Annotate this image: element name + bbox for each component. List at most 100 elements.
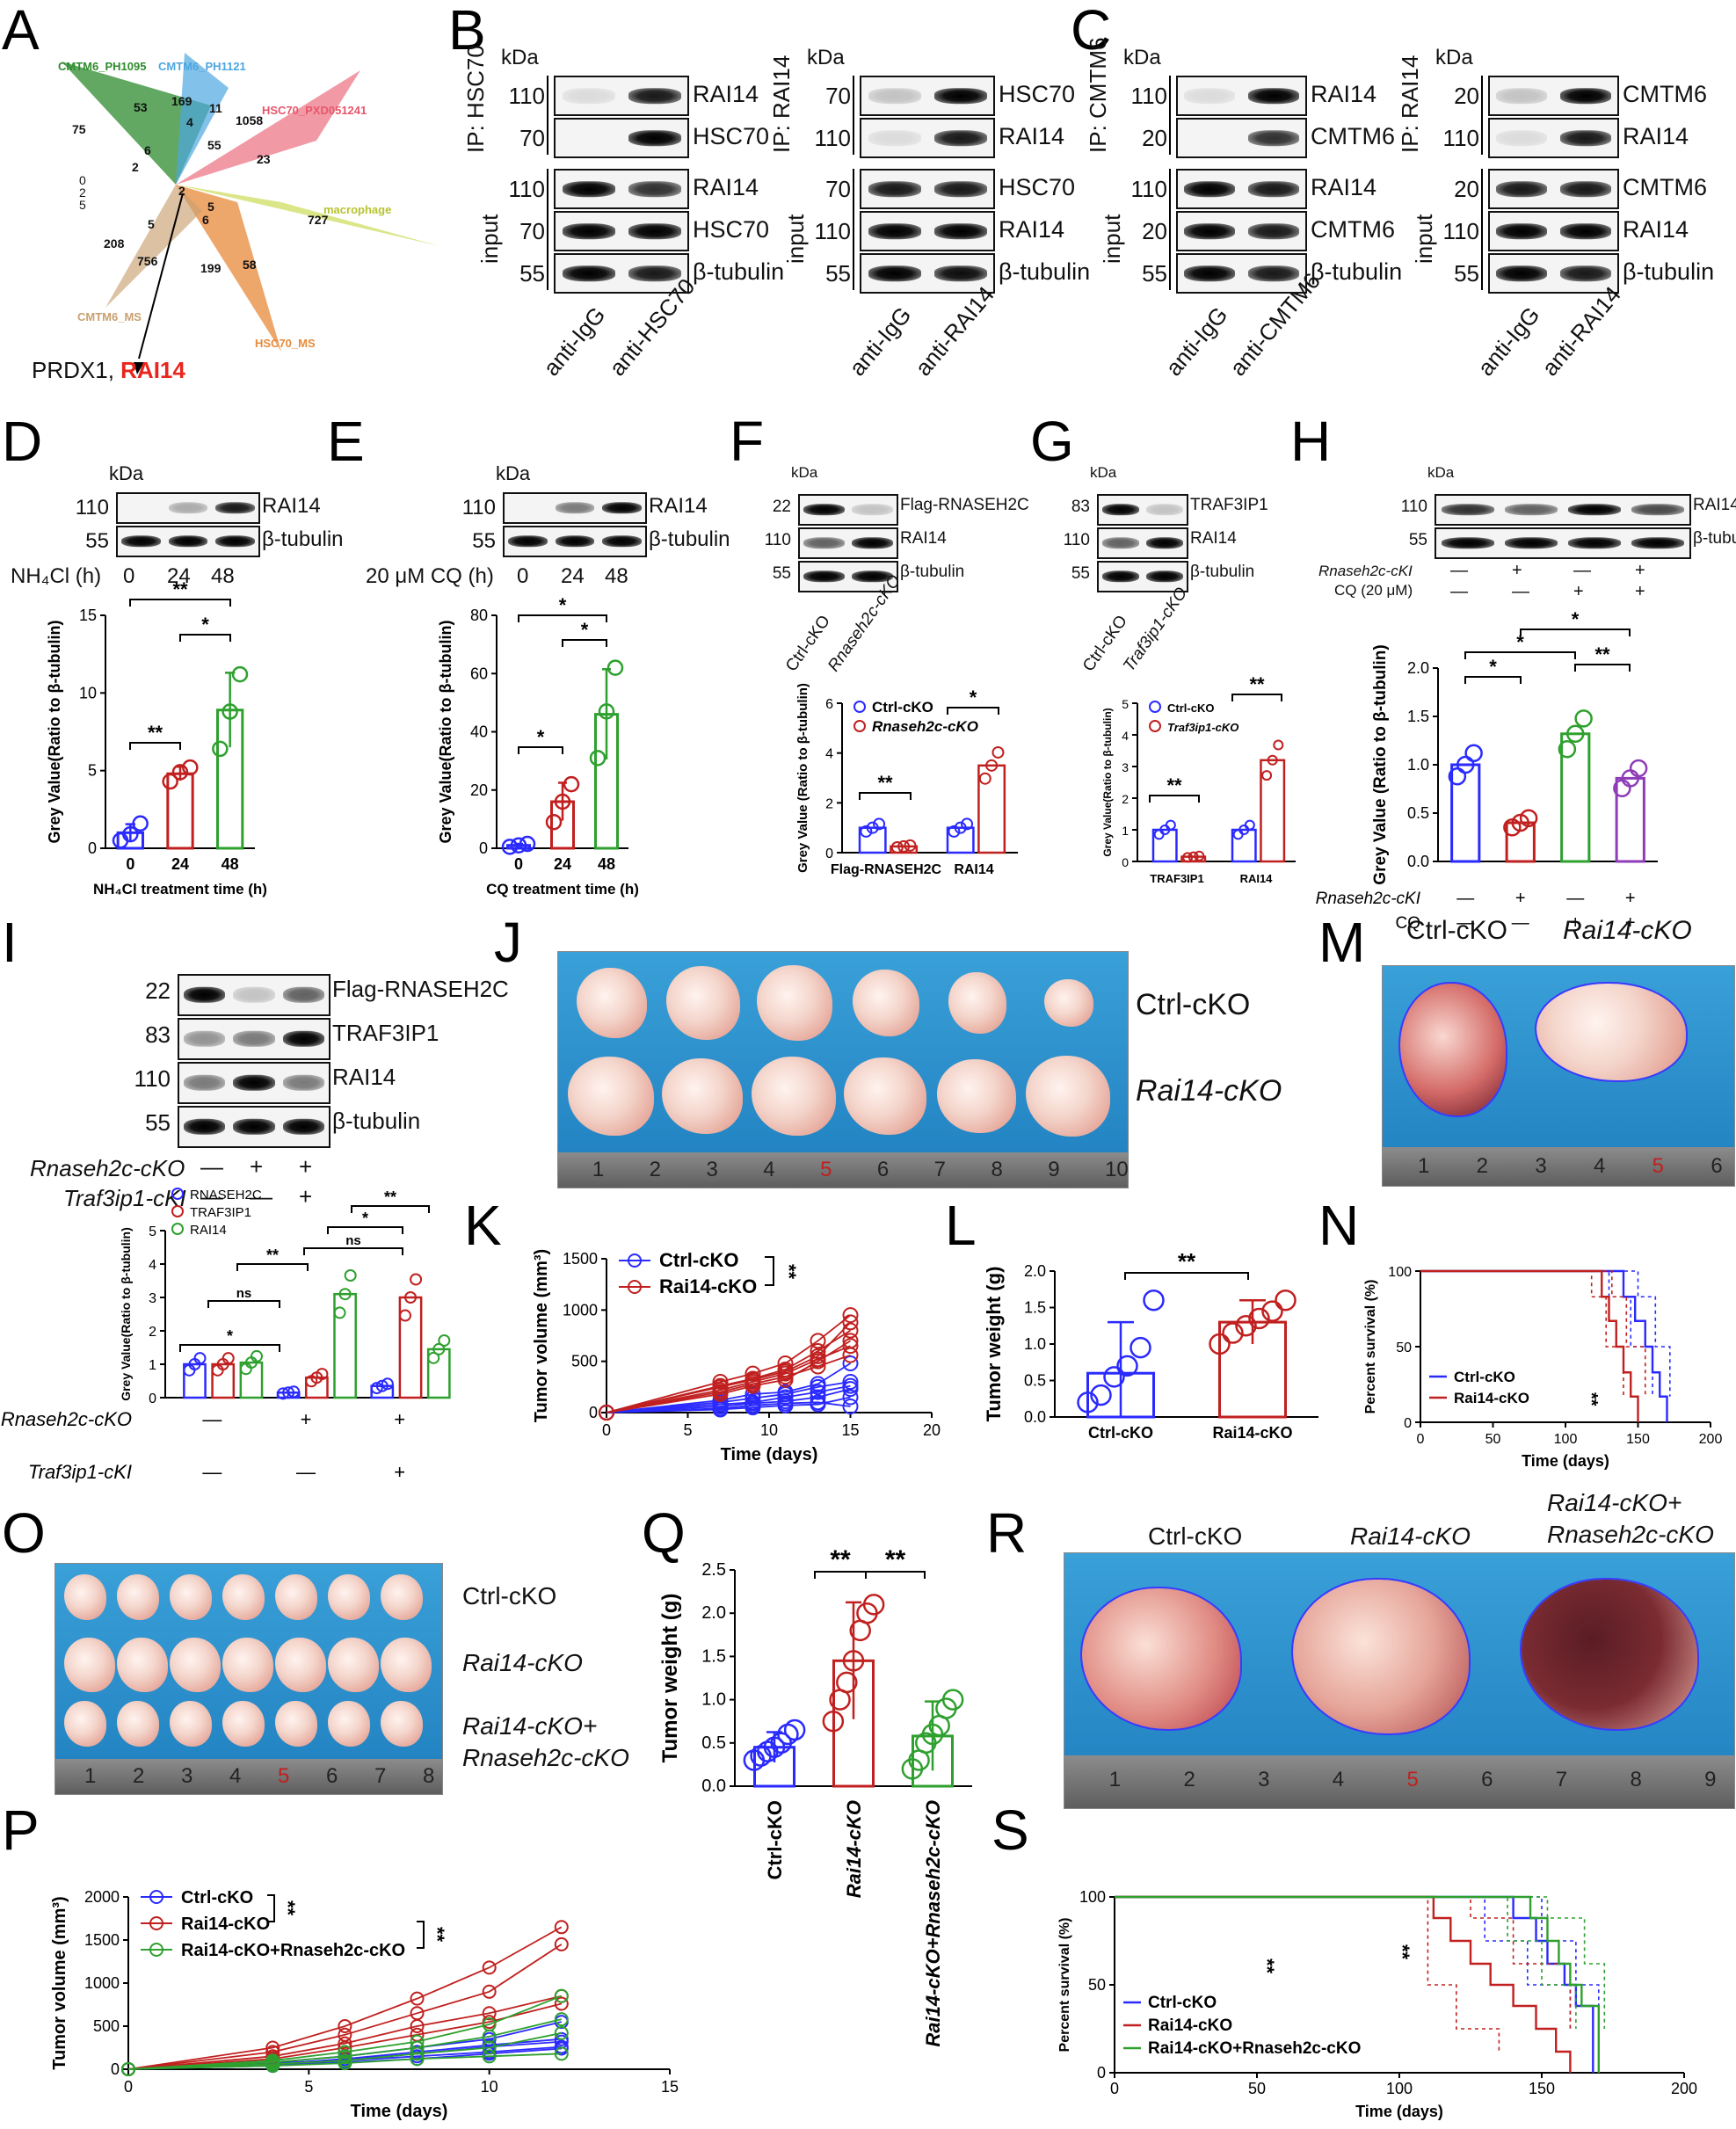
data-point bbox=[563, 775, 580, 793]
bar bbox=[166, 772, 194, 850]
data-point bbox=[333, 1306, 346, 1319]
significance-bracket bbox=[518, 746, 563, 754]
data-point bbox=[410, 1991, 425, 2006]
kda-label: kDa bbox=[501, 46, 539, 69]
blot-row-label: RAI14 bbox=[1693, 496, 1736, 514]
ruler-number: 4 bbox=[229, 1764, 242, 1788]
y-tick-label: 50 bbox=[1088, 1976, 1106, 1994]
data-point bbox=[1566, 724, 1585, 744]
venn-number: 1058 bbox=[236, 113, 263, 127]
y-tick-label: 3 bbox=[1122, 760, 1129, 774]
venn-set-cmtm6-ms bbox=[105, 185, 202, 308]
venn-set-macrophage bbox=[176, 185, 439, 246]
blot-row-label: RAI14 bbox=[1311, 81, 1377, 107]
tumor-combo bbox=[381, 1701, 423, 1747]
legend-label: Rai14-cKO bbox=[659, 1275, 757, 1297]
data-point bbox=[316, 1368, 329, 1381]
tumor-ctrl bbox=[117, 1574, 159, 1620]
data-point bbox=[501, 839, 519, 855]
blot-strip bbox=[1097, 527, 1188, 559]
protein-band bbox=[214, 535, 255, 548]
condition-sign: + bbox=[299, 1183, 313, 1210]
blot-row-label: RAI14 bbox=[999, 216, 1065, 243]
blot-row-label: HSC70 bbox=[693, 123, 770, 149]
data-point bbox=[162, 773, 178, 790]
blot-strip bbox=[860, 211, 995, 251]
condition-sign: — bbox=[202, 1461, 222, 1483]
protein-band bbox=[628, 130, 681, 146]
confidence-band bbox=[1115, 1896, 1500, 2052]
y-tick-label: 0.0 bbox=[1407, 853, 1429, 870]
series-line bbox=[606, 1381, 851, 1413]
blot-strip bbox=[178, 1106, 330, 1148]
confidence-band bbox=[1115, 1896, 1577, 2029]
molecular-weight: 55 bbox=[85, 529, 109, 553]
data-point bbox=[842, 1314, 859, 1331]
treatment-label: 20 μM CQ (h) bbox=[366, 564, 494, 588]
blot-row-label: RAI14 bbox=[999, 123, 1065, 149]
y-tick-label: 500 bbox=[571, 1353, 598, 1370]
significance-bracket bbox=[562, 639, 607, 647]
protein-band bbox=[1496, 130, 1548, 146]
y-tick-label: 1 bbox=[149, 1358, 156, 1373]
panel-label-q: Q bbox=[642, 1501, 686, 1565]
blot-strip bbox=[554, 169, 689, 209]
ruler-number: 10 bbox=[1105, 1158, 1129, 1181]
ruler-number: 1 bbox=[1418, 1154, 1430, 1178]
kda-label: kDa bbox=[1435, 46, 1473, 69]
data-point bbox=[375, 1379, 389, 1392]
legend-label: Rai14-cKO bbox=[181, 1915, 270, 1934]
protein-band bbox=[168, 502, 208, 514]
ruler-number: 8 bbox=[423, 1764, 435, 1788]
data-point bbox=[842, 1333, 859, 1349]
molecular-weight: 20 bbox=[1142, 218, 1167, 244]
venn-result-highlight: RAI14 bbox=[120, 357, 185, 383]
blot-row-label: β-tubulin bbox=[1623, 258, 1715, 285]
data-point bbox=[482, 1984, 497, 1999]
blot-row-label: HSC70 bbox=[999, 174, 1076, 200]
series-line bbox=[606, 1345, 851, 1413]
condition-sign: — bbox=[200, 1183, 223, 1210]
blot-row-label: β-tubulin bbox=[649, 527, 730, 551]
condition-label: Rnaseh2c-cKO bbox=[1, 1408, 132, 1430]
venn-number: 4 bbox=[186, 115, 193, 129]
blot-strip bbox=[1176, 253, 1307, 294]
protein-band bbox=[803, 570, 845, 583]
condition-sign: + bbox=[301, 1408, 312, 1430]
protein-band bbox=[282, 1118, 325, 1136]
data-point bbox=[370, 1382, 383, 1395]
data-point bbox=[1129, 1336, 1151, 1359]
chart-p: 0 500 1000 1500 2000 Tumor volume (mm³) 0 5 10 15… bbox=[50, 1888, 679, 2121]
data-point bbox=[1209, 1333, 1231, 1355]
ruler-m: 1 2 3 4 5 6 bbox=[1383, 1147, 1734, 1186]
photo-m: 1 2 3 4 5 6 bbox=[1382, 965, 1735, 1187]
photo-j-label-rai14: Rai14-cKO bbox=[1136, 1074, 1282, 1108]
blot-strip bbox=[1488, 118, 1619, 158]
protein-band bbox=[1496, 223, 1548, 239]
photo-o-label-ctrl: Ctrl-cKO bbox=[462, 1582, 557, 1609]
blot-strip bbox=[1176, 211, 1307, 251]
data-point bbox=[212, 740, 229, 758]
y-tick-label: 40 bbox=[470, 723, 488, 741]
data-point bbox=[1077, 1391, 1099, 1413]
y-tick-label: 2.0 bbox=[1407, 659, 1429, 677]
x-tick-label: 0 bbox=[124, 2078, 133, 2096]
venn-number: 5 bbox=[79, 198, 86, 212]
data-point bbox=[1261, 1300, 1283, 1322]
bar bbox=[858, 826, 887, 854]
protein-band bbox=[1567, 537, 1622, 549]
x-axis-label: Time (days) bbox=[1522, 1452, 1609, 1470]
molecular-weight: 110 bbox=[1442, 125, 1479, 151]
lane-label: 24 bbox=[561, 564, 585, 588]
protein-band bbox=[562, 181, 615, 197]
ruler-number: 3 bbox=[1535, 1154, 1547, 1178]
condition-sign: — bbox=[1450, 561, 1468, 580]
significance-bracket bbox=[179, 634, 231, 642]
venn-number: 199 bbox=[200, 261, 222, 275]
ruler-number: 1 bbox=[592, 1158, 605, 1181]
bar bbox=[333, 1292, 357, 1399]
photo-r-label-combo-1: Rai14-cKO+ bbox=[1547, 1489, 1682, 1516]
data-point bbox=[842, 1307, 859, 1324]
protein-band bbox=[1441, 537, 1495, 549]
blot-row-label: β-tubulin bbox=[1311, 258, 1403, 285]
